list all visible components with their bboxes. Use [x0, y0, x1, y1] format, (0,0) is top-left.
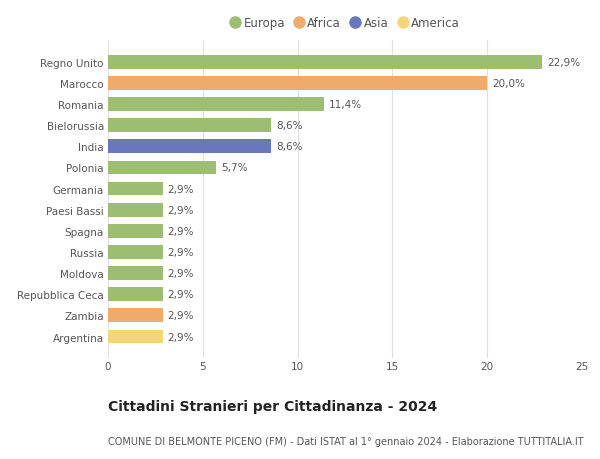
Bar: [108, 119, 271, 133]
Bar: [108, 77, 487, 90]
Bar: [108, 140, 271, 154]
Text: 2,9%: 2,9%: [168, 332, 194, 342]
Bar: [108, 246, 163, 259]
Text: 20,0%: 20,0%: [492, 78, 525, 89]
Text: 5,7%: 5,7%: [221, 163, 247, 173]
Bar: [108, 330, 163, 344]
Text: 2,9%: 2,9%: [168, 311, 194, 321]
Text: Cittadini Stranieri per Cittadinanza - 2024: Cittadini Stranieri per Cittadinanza - 2…: [108, 399, 437, 413]
Bar: [108, 98, 324, 112]
Bar: [108, 288, 163, 302]
Text: COMUNE DI BELMONTE PICENO (FM) - Dati ISTAT al 1° gennaio 2024 - Elaborazione TU: COMUNE DI BELMONTE PICENO (FM) - Dati IS…: [108, 436, 584, 446]
Text: 8,6%: 8,6%: [276, 121, 302, 131]
Bar: [108, 203, 163, 217]
Text: 2,9%: 2,9%: [168, 290, 194, 300]
Text: 2,9%: 2,9%: [168, 184, 194, 194]
Text: 8,6%: 8,6%: [276, 142, 302, 152]
Bar: [108, 182, 163, 196]
Text: 2,9%: 2,9%: [168, 226, 194, 236]
Legend: Europa, Africa, Asia, America: Europa, Africa, Asia, America: [226, 12, 464, 35]
Text: 11,4%: 11,4%: [329, 100, 362, 110]
Bar: [108, 161, 216, 175]
Text: 2,9%: 2,9%: [168, 205, 194, 215]
Bar: [108, 309, 163, 323]
Bar: [108, 56, 542, 69]
Bar: [108, 267, 163, 280]
Text: 2,9%: 2,9%: [168, 247, 194, 257]
Bar: [108, 224, 163, 238]
Text: 22,9%: 22,9%: [547, 57, 580, 67]
Text: 2,9%: 2,9%: [168, 269, 194, 279]
